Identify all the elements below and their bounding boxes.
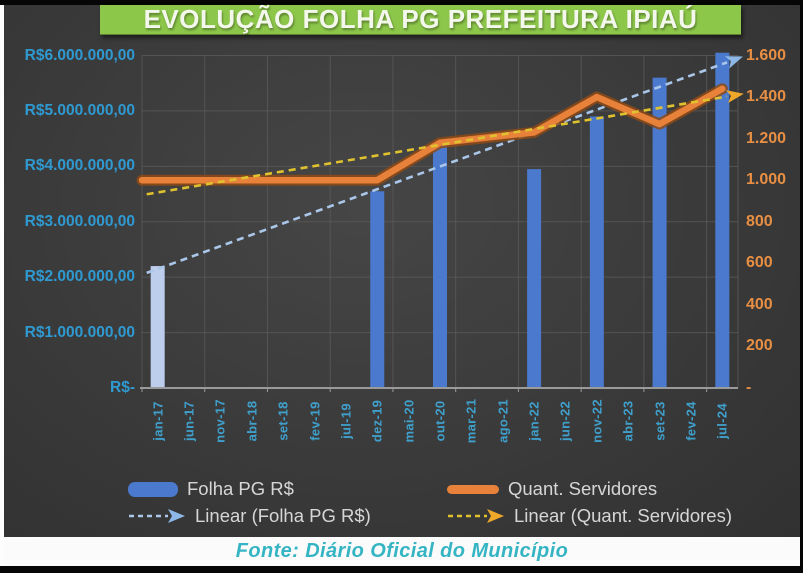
- legend-item-servidores: Quant. Servidores: [447, 478, 657, 500]
- source-text: Fonte: Diário Oficial do Município: [235, 540, 569, 562]
- legend-item-linear-servidores: Linear (Quant. Servidores): [447, 505, 732, 527]
- y-axis-left-tick: R$-: [110, 379, 135, 396]
- y-axis-right-tick: 600: [746, 254, 773, 272]
- chart-title: EVOLUÇÃO FOLHA PG PREFEITURA IPIAÚ: [143, 4, 698, 34]
- x-axis-label-jul-24: jul-24: [714, 403, 730, 439]
- x-axis-label-dez-19: dez-19: [369, 399, 385, 443]
- legend-label-servidores: Quant. Servidores: [508, 478, 658, 499]
- legend-label-folha: Folha PG R$: [187, 478, 294, 499]
- x-axis-label-nov-22: nov-22: [589, 399, 605, 443]
- chart-title-banner: EVOLUÇÃO FOLHA PG PREFEITURA IPIAÚ: [100, 4, 741, 35]
- bottom-border: [0, 566, 803, 573]
- y-axis-left-tick: R$5.000.000,00: [24, 101, 135, 119]
- left-border: [0, 5, 4, 566]
- x-axis-label-set-18: set-18: [275, 401, 291, 441]
- x-axis-label-mar-21: mar-21: [463, 398, 479, 444]
- y-axis-left-tick: R$6.000.000,00: [24, 46, 135, 64]
- legend-label-linear-servidores: Linear (Quant. Servidores): [514, 505, 732, 526]
- y-axis-right-tick: 1.200: [746, 129, 787, 147]
- x-axis-label-abr-23: abr-23: [620, 400, 636, 442]
- y-axis-right-tick: 400: [746, 295, 773, 313]
- x-axis-label-ago-21: ago-21: [495, 399, 511, 443]
- y-axis-left-tick: R$1.000.000,00: [24, 323, 135, 341]
- y-axis-left-tick: R$2.000.000,00: [24, 268, 135, 286]
- x-axis-label-out-20: out-20: [432, 400, 448, 442]
- x-axis-label-nov-17: nov-17: [212, 399, 228, 443]
- line-series-swatch: [447, 484, 499, 494]
- legend-label-linear-folha: Linear (Folha PG R$): [195, 505, 371, 526]
- y-axis-left-tick: R$4.000.000,00: [24, 157, 135, 175]
- legend-item-folha: Folha PG R$: [128, 478, 294, 500]
- x-axis-label-jan-17: jan-17: [150, 401, 166, 441]
- top-border: [0, 0, 803, 5]
- y-axis-right-tick: 1.600: [746, 46, 787, 64]
- x-axis-label-jul-19: jul-19: [338, 403, 354, 439]
- y-axis-right-tick: 200: [746, 337, 773, 355]
- x-axis-label-fev-19: fev-19: [307, 401, 323, 441]
- x-axis-label-jan-22: jan-22: [526, 401, 542, 441]
- legend-item-linear-folha: Linear (Folha PG R$): [128, 505, 371, 527]
- x-axis-label-mai-20: mai-20: [401, 399, 417, 443]
- bar-series-swatch: [128, 481, 178, 497]
- x-axis-label-set-23: set-23: [652, 401, 668, 441]
- y-axis-right-tick: 1.000: [746, 171, 787, 189]
- dashed-arrow-yellow-icon: [448, 509, 504, 523]
- x-axis-label-jun-17: jun-17: [181, 400, 197, 442]
- x-axis-label-jun-22: jun-22: [557, 400, 573, 442]
- y-axis-right-tick: 1.400: [746, 88, 787, 106]
- y-axis-left-tick: R$3.000.000,00: [24, 212, 135, 230]
- x-axis-label-abr-18: abr-18: [244, 400, 260, 442]
- dashed-arrow-blue-icon: [129, 509, 185, 523]
- y-axis-right-tick: -: [746, 379, 752, 396]
- source-strip: Fonte: Diário Oficial do Município: [4, 537, 800, 566]
- x-axis-label-fev-24: fev-24: [683, 401, 699, 441]
- y-axis-right-tick: 800: [746, 212, 773, 230]
